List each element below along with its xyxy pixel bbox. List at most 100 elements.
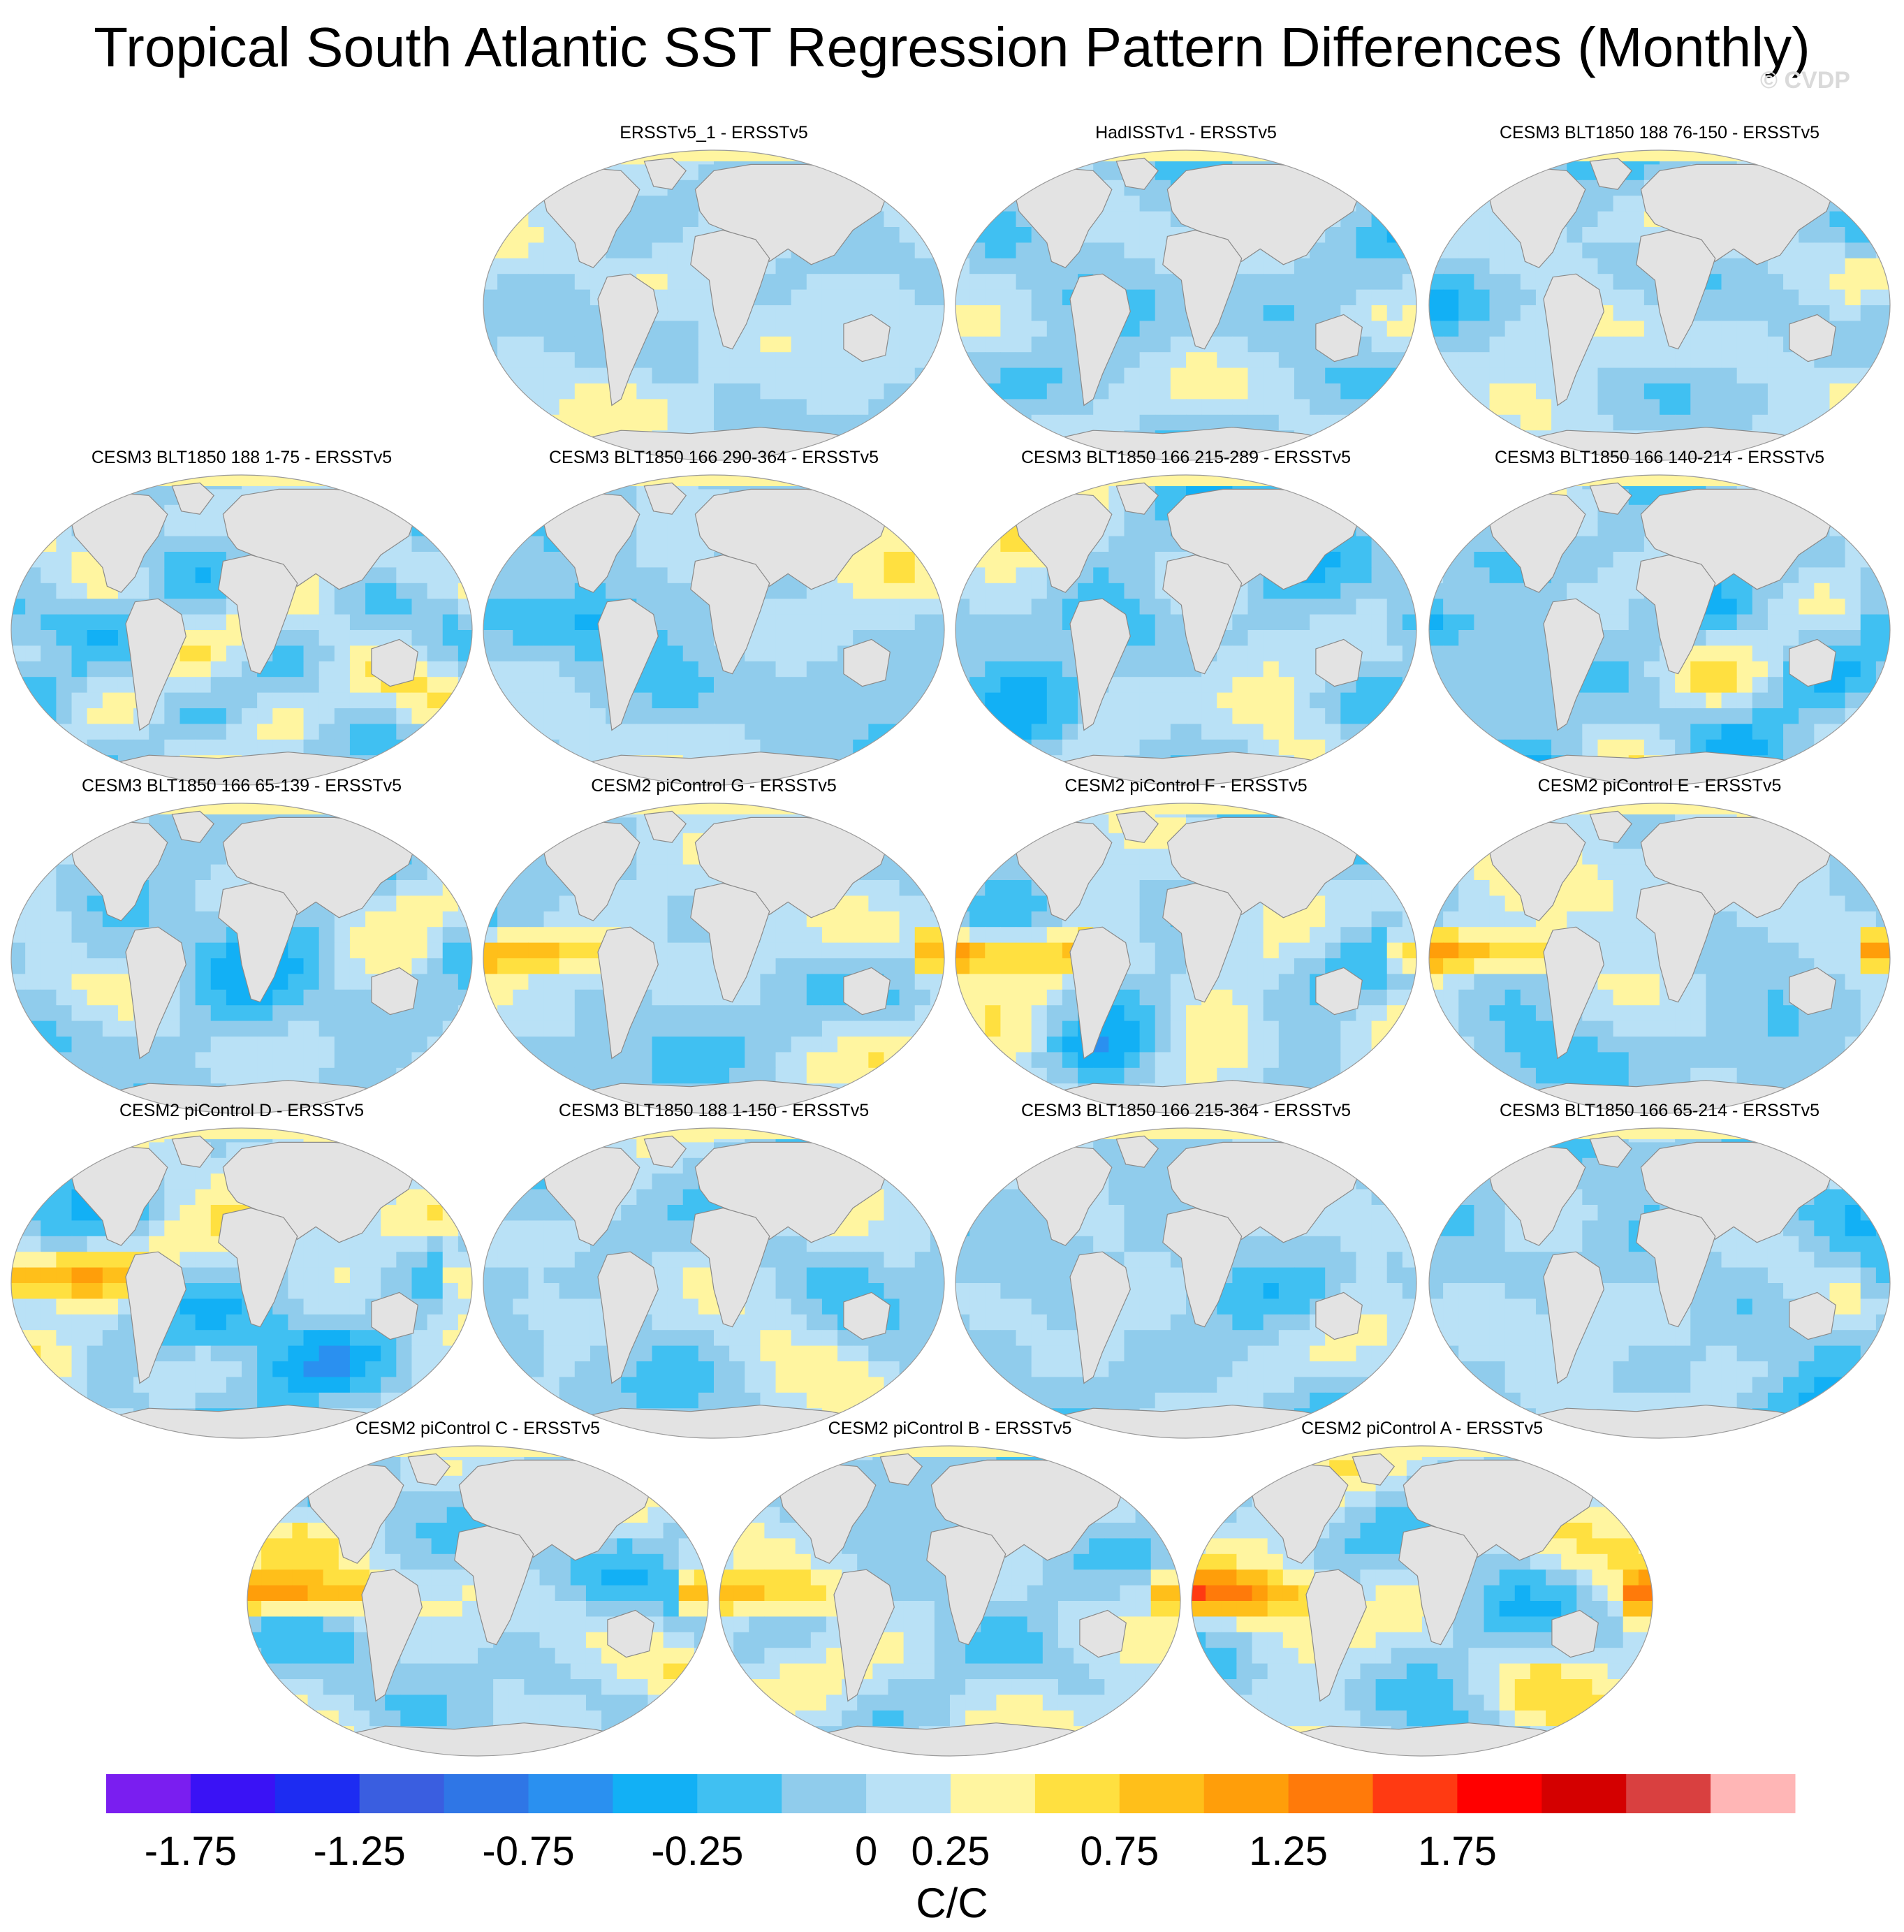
sst-cell bbox=[1016, 583, 1032, 599]
sst-cell bbox=[985, 227, 1001, 243]
sst-cell bbox=[574, 739, 591, 756]
sst-cell bbox=[1875, 289, 1890, 306]
sst-cell bbox=[1155, 630, 1171, 646]
sst-cell bbox=[682, 599, 699, 615]
sst-cell bbox=[1031, 430, 1048, 447]
sst-cell bbox=[955, 739, 970, 756]
sst-cell bbox=[775, 708, 792, 724]
sst-cell bbox=[1706, 739, 1722, 756]
sst-cell bbox=[1247, 661, 1264, 678]
sst-cell bbox=[1860, 520, 1877, 537]
sst-cell bbox=[497, 833, 513, 849]
sst-cell bbox=[1155, 489, 1171, 506]
sst-cell bbox=[1093, 739, 1109, 756]
sst-cell bbox=[1031, 414, 1048, 431]
sst-cell bbox=[1000, 180, 1017, 196]
land-mass bbox=[218, 882, 298, 1003]
sst-cell bbox=[899, 289, 916, 306]
sst-cell bbox=[930, 274, 944, 291]
sst-cell bbox=[513, 336, 529, 353]
sst-cell bbox=[1247, 724, 1264, 740]
sst-cell bbox=[427, 817, 444, 834]
sst-cell bbox=[985, 164, 1001, 181]
sst-cell bbox=[682, 661, 699, 678]
sst-cell bbox=[1000, 305, 1017, 321]
sst-cell bbox=[636, 504, 653, 521]
sst-cell bbox=[56, 1067, 73, 1084]
sst-cell bbox=[1139, 242, 1156, 259]
sst-cell bbox=[528, 599, 545, 615]
sst-cell bbox=[1458, 677, 1474, 694]
sst-cell bbox=[411, 599, 428, 615]
sst-cell bbox=[1046, 724, 1063, 740]
sst-cell bbox=[87, 911, 103, 928]
sst-cell bbox=[195, 520, 212, 537]
sst-cell bbox=[513, 817, 529, 834]
sst-cell bbox=[1829, 430, 1846, 447]
sst-cell bbox=[1845, 645, 1861, 662]
sst-cell bbox=[1551, 724, 1567, 740]
sst-cell bbox=[1474, 692, 1491, 709]
sst-cell bbox=[1458, 305, 1474, 321]
sst-cell bbox=[1752, 599, 1768, 615]
sst-cell bbox=[791, 677, 807, 694]
sst-cell bbox=[1247, 274, 1264, 291]
sst-cell bbox=[884, 536, 900, 552]
sst-cell bbox=[1783, 258, 1799, 275]
sst-cell bbox=[497, 504, 513, 521]
sst-cell bbox=[884, 552, 900, 568]
sst-cell bbox=[1489, 242, 1506, 259]
sst-cell bbox=[11, 630, 26, 646]
sst-cell bbox=[349, 692, 366, 709]
sst-cell bbox=[1108, 258, 1125, 275]
sst-cell bbox=[791, 336, 807, 353]
sst-cell bbox=[242, 1020, 258, 1037]
sst-cell bbox=[11, 520, 26, 537]
sst-cell bbox=[1000, 352, 1017, 369]
sst-cell bbox=[806, 677, 823, 694]
sst-cell bbox=[667, 414, 684, 431]
sst-cell bbox=[1000, 583, 1017, 599]
sst-cell bbox=[180, 645, 196, 662]
sst-cell bbox=[442, 661, 459, 678]
sst-cell bbox=[195, 677, 212, 694]
sst-cell bbox=[1736, 630, 1753, 646]
sst-cell bbox=[884, 399, 900, 416]
sst-cell bbox=[837, 567, 854, 584]
sst-cell bbox=[1875, 321, 1890, 337]
sst-cell bbox=[985, 414, 1001, 431]
sst-cell bbox=[497, 274, 513, 291]
sst-cell bbox=[1031, 583, 1048, 599]
sst-cell bbox=[1139, 692, 1156, 709]
sst-cell bbox=[87, 1005, 103, 1022]
sst-cell bbox=[117, 708, 134, 724]
sst-cell bbox=[775, 630, 792, 646]
sst-cell bbox=[210, 1020, 227, 1037]
sst-cell bbox=[180, 1052, 196, 1069]
sst-cell bbox=[1294, 367, 1310, 384]
land-mass bbox=[1166, 488, 1363, 590]
sst-cell bbox=[667, 336, 684, 353]
sst-cell bbox=[652, 583, 668, 599]
sst-cell bbox=[652, 383, 668, 400]
sst-cell bbox=[884, 414, 900, 431]
sst-cell bbox=[1520, 677, 1537, 694]
sst-cell bbox=[1551, 583, 1567, 599]
sst-cell bbox=[1294, 475, 1310, 490]
sst-cell bbox=[1124, 552, 1141, 568]
sst-cell bbox=[427, 1052, 444, 1069]
sst-cell bbox=[1767, 414, 1784, 431]
sst-cell bbox=[621, 242, 637, 259]
sst-cell bbox=[1613, 211, 1630, 228]
sst-cell bbox=[806, 599, 823, 615]
sst-cell bbox=[930, 227, 944, 243]
sst-cell bbox=[1845, 399, 1861, 416]
sst-cell bbox=[1875, 211, 1890, 228]
sst-cell bbox=[1031, 677, 1048, 694]
sst-cell bbox=[745, 645, 761, 662]
sst-cell bbox=[652, 520, 668, 537]
sst-cell bbox=[821, 739, 838, 756]
sst-cell bbox=[427, 583, 444, 599]
sst-cell bbox=[1155, 383, 1171, 400]
sst-cell bbox=[411, 880, 428, 896]
